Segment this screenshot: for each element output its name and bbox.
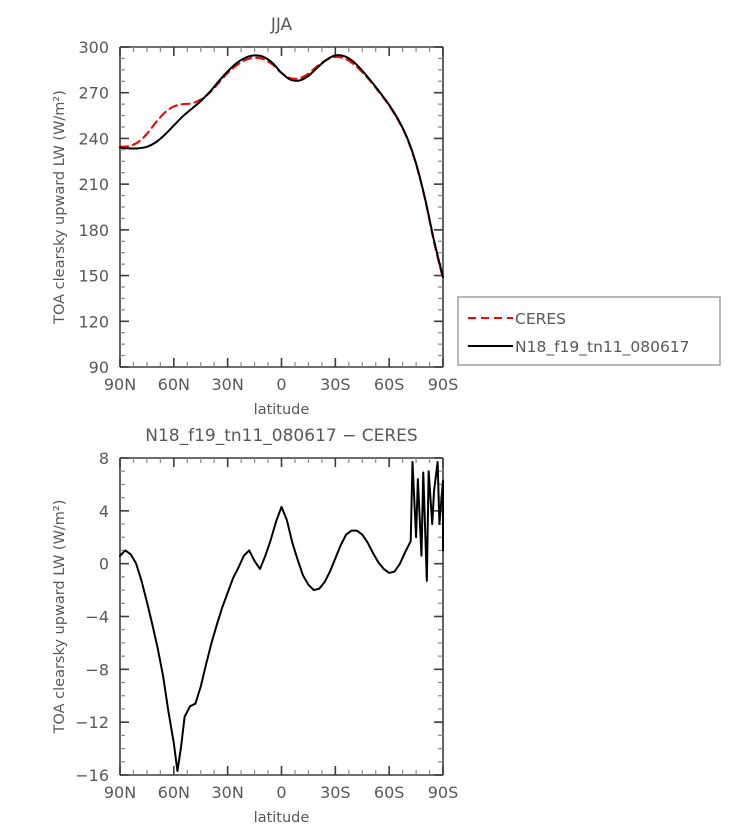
y-tick-label: 240 [78,129,109,148]
plot-title-lower: N18_f19_tn11_080617 − CERES [145,426,417,446]
x-tick-label: 90N [104,375,136,394]
legend: CERES N18_f19_tn11_080617 [457,296,721,366]
y-tick-label: 210 [78,175,109,194]
y-tick-label: 8 [99,449,109,468]
y-tick-label: −4 [85,608,109,627]
x-tick-label: 30N [212,783,244,802]
plot-title-upper: JJA [270,15,293,35]
y-tick-label: 180 [78,221,109,240]
x-tick-label: 30S [320,375,351,394]
y-tick-label: −8 [85,660,109,679]
x-tick-label: 60S [374,783,405,802]
series-line-n18-f19-tn11-080617 [119,54,444,279]
legend-label-1: CERES [515,310,566,328]
series-line-ceres [118,55,445,280]
x-tick-label: 60N [158,783,190,802]
x-tick-label: 90N [104,783,136,802]
y-tick-label: 120 [78,312,109,331]
x-tick-label: 90S [428,375,459,394]
x-tick-label: 0 [276,375,286,394]
y-tick-label: −12 [75,713,109,732]
x-tick-label: 0 [276,783,286,802]
y-axis-title-upper: TOA clearsky upward LW (W/m²) [52,90,68,325]
x-tick-label: 90S [428,783,459,802]
y-tick-label: 270 [78,84,109,103]
y-tick-label: −16 [75,766,109,785]
x-axis-title-lower: latitude [254,810,310,826]
x-tick-label: 30N [212,375,244,394]
plot-upper: JJA 90 120 150 180 210 240 270 300 90N 60N 30N 0 30S 6… [52,15,458,418]
y-tick-label: 0 [99,555,109,574]
y-tick-label: 90 [89,358,109,377]
y-tick-label: 150 [78,267,109,286]
y-tick-label: 300 [78,38,109,57]
y-axis-title-lower: TOA clearsky upward LW (W/m²) [52,500,68,735]
x-tick-label: 60S [374,375,405,394]
plot-lower: N18_f19_tn11_080617 − CERES −16 −12 −8 −4 0 4 8… [52,426,458,826]
x-tick-label: 30S [320,783,351,802]
y-tick-label: 4 [99,502,109,521]
legend-box [457,296,721,366]
series-line-n18-f19-tn11-080617-ceres [119,460,444,773]
legend-label-2: N18_f19_tn11_080617 [515,338,690,357]
x-tick-label: 60N [158,375,190,394]
x-axis-title-upper: latitude [254,402,310,418]
